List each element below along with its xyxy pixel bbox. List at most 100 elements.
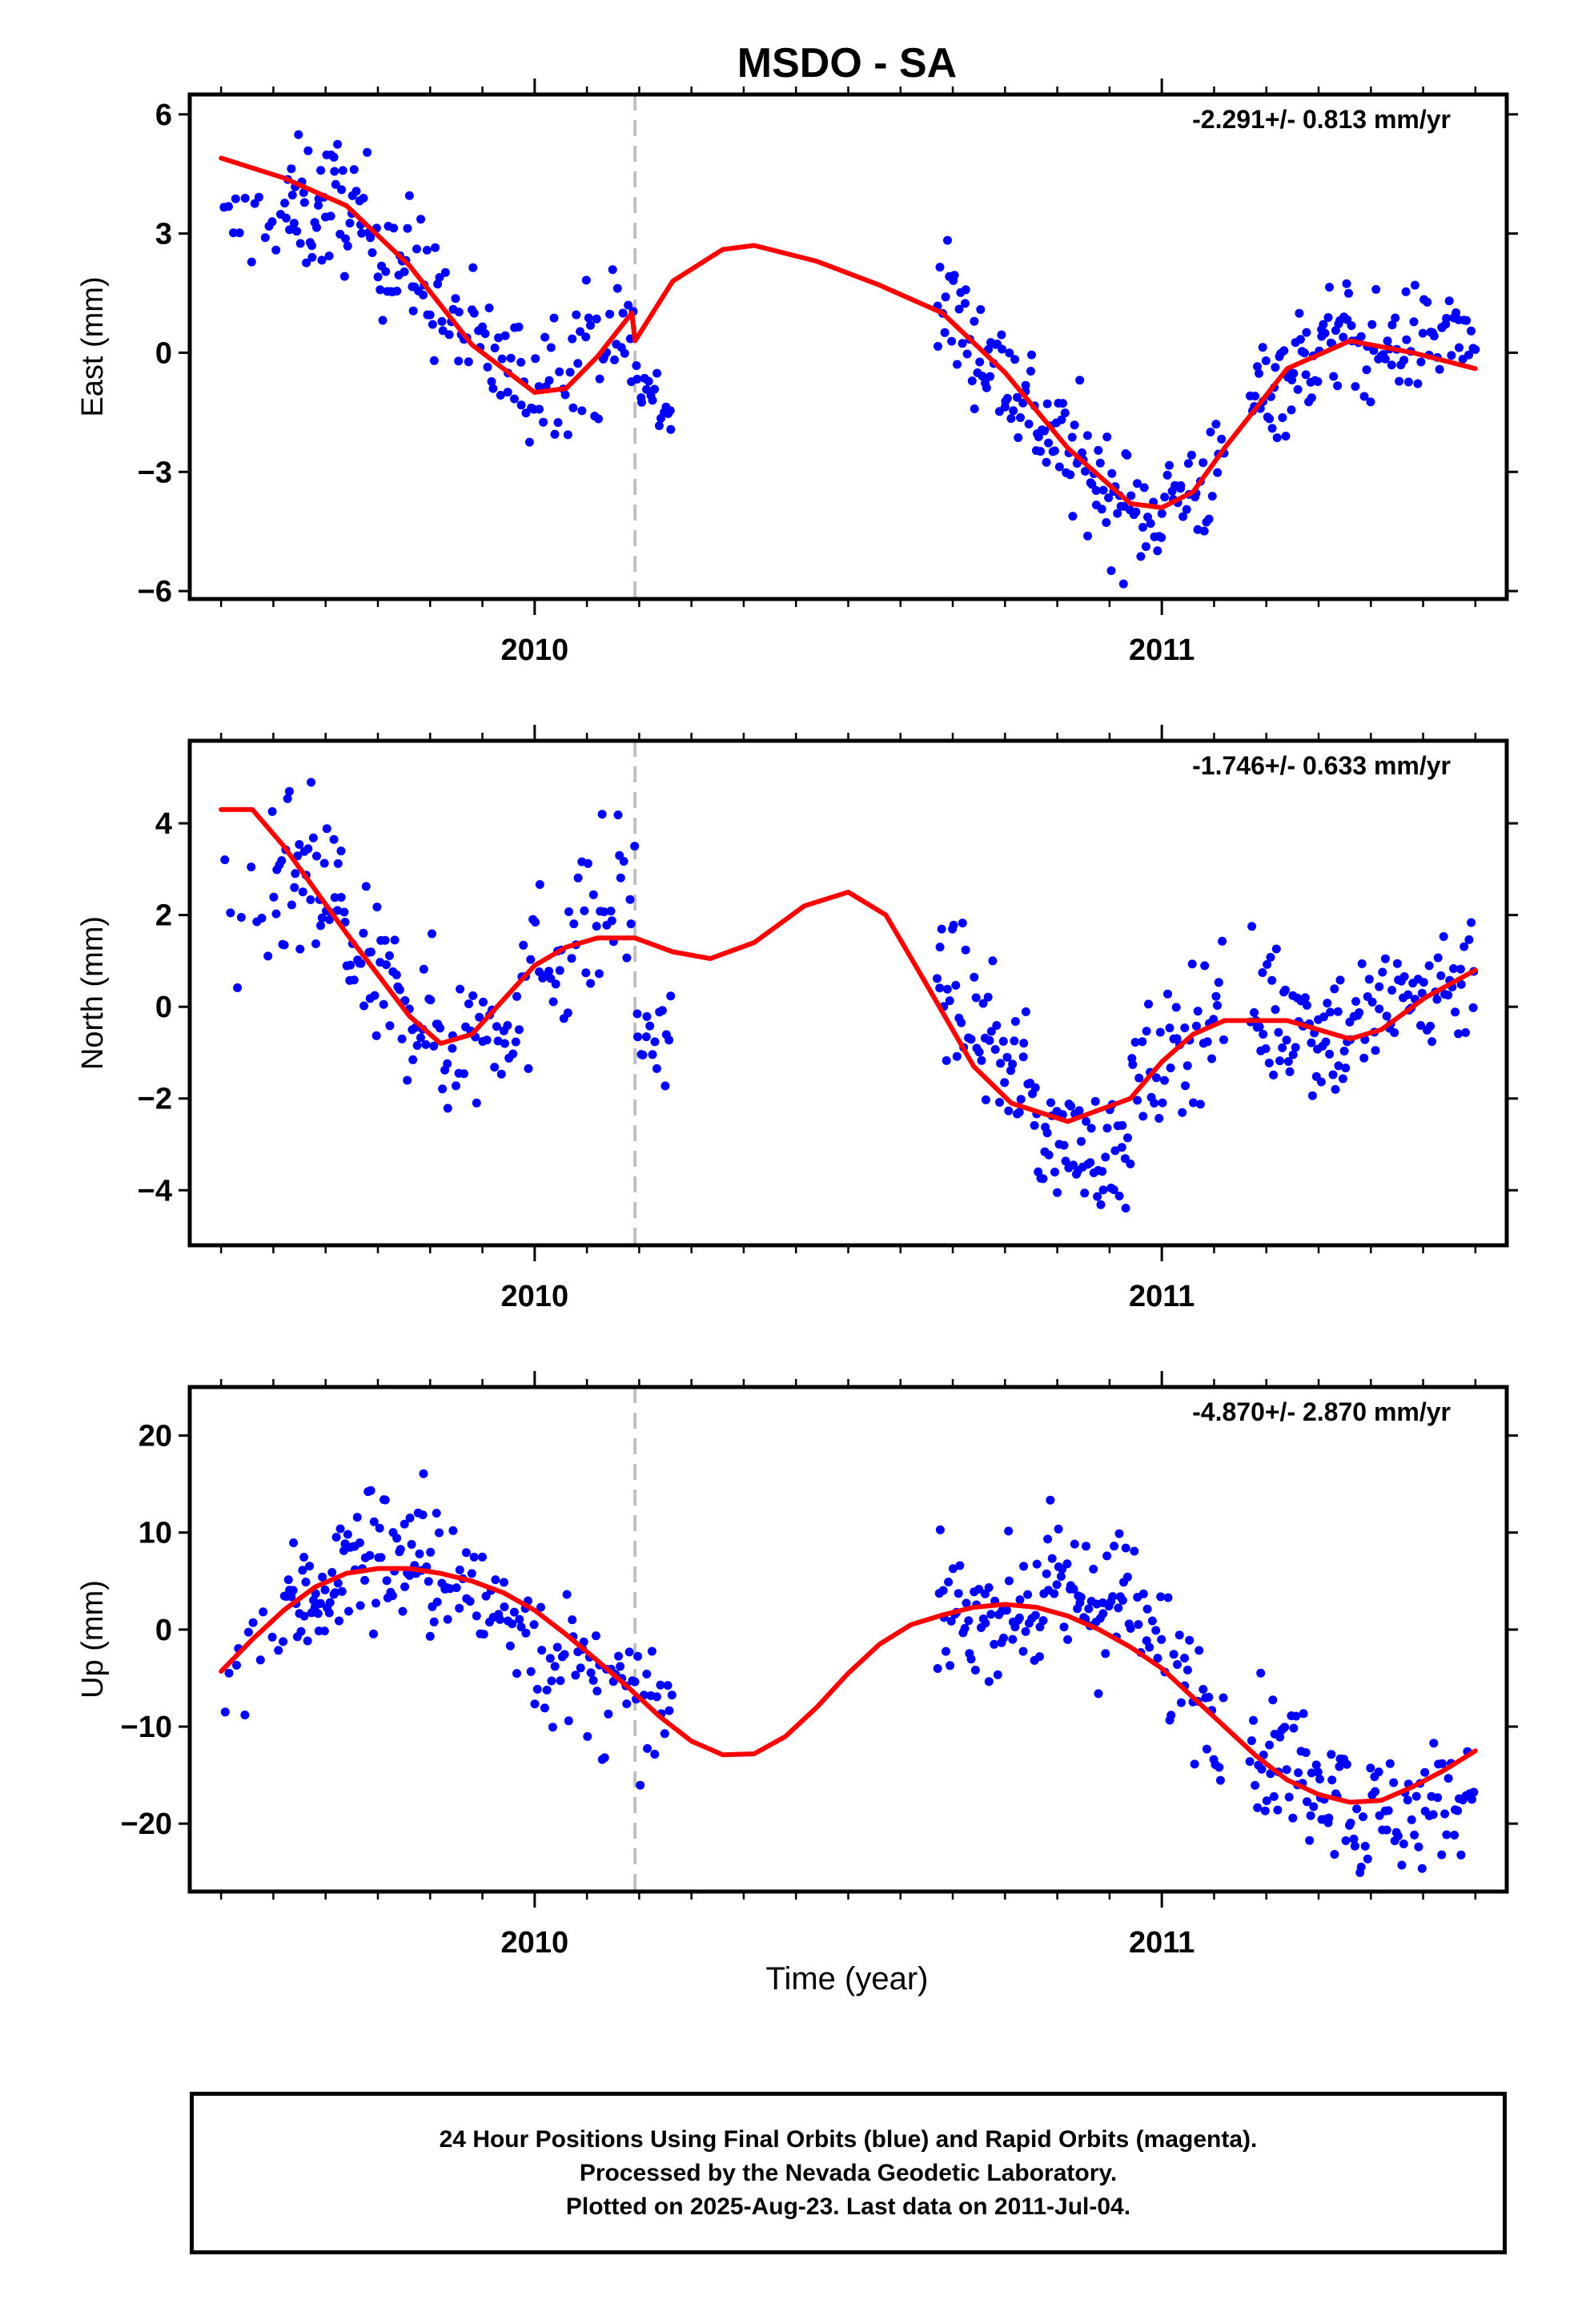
data-point bbox=[1278, 413, 1287, 422]
y-tick-label: 0 bbox=[155, 336, 172, 370]
data-point bbox=[1269, 1070, 1279, 1080]
data-point bbox=[1321, 1037, 1331, 1047]
data-point bbox=[1451, 1007, 1460, 1017]
data-point bbox=[436, 1023, 445, 1033]
data-point bbox=[307, 252, 317, 262]
data-point bbox=[515, 1614, 524, 1624]
data-point bbox=[610, 355, 619, 364]
data-point bbox=[555, 966, 564, 975]
data-point bbox=[1380, 354, 1390, 364]
data-point bbox=[1138, 522, 1147, 532]
data-point bbox=[451, 294, 460, 304]
data-point bbox=[1346, 1818, 1355, 1827]
data-point bbox=[421, 1039, 431, 1049]
data-point bbox=[647, 1647, 656, 1656]
data-point bbox=[1030, 1120, 1039, 1130]
data-point bbox=[400, 1582, 410, 1591]
data-point bbox=[1193, 1007, 1203, 1016]
data-point bbox=[240, 194, 250, 203]
data-point bbox=[1342, 1759, 1351, 1769]
data-point bbox=[1301, 370, 1311, 380]
data-point bbox=[1247, 1736, 1256, 1746]
data-point bbox=[551, 979, 560, 989]
data-point bbox=[665, 1035, 674, 1045]
data-point bbox=[424, 1577, 433, 1586]
data-point bbox=[1433, 1793, 1443, 1803]
data-point bbox=[581, 275, 591, 285]
data-point bbox=[224, 202, 233, 211]
data-point bbox=[1447, 351, 1456, 360]
data-point bbox=[331, 1588, 340, 1598]
data-point bbox=[633, 1651, 643, 1661]
data-point bbox=[600, 907, 609, 917]
data-point bbox=[619, 857, 628, 866]
data-point bbox=[454, 356, 464, 366]
data-point bbox=[1324, 1813, 1334, 1823]
data-point bbox=[1326, 1007, 1335, 1017]
data-point bbox=[1076, 1593, 1086, 1602]
data-point bbox=[1266, 952, 1275, 962]
data-point bbox=[1272, 433, 1282, 443]
data-point bbox=[289, 1538, 299, 1547]
data-point bbox=[255, 1655, 265, 1665]
data-point bbox=[1008, 1059, 1018, 1069]
data-point bbox=[1134, 1073, 1144, 1083]
data-point bbox=[588, 890, 598, 899]
data-point bbox=[330, 167, 339, 176]
data-point bbox=[1300, 993, 1310, 1003]
data-point bbox=[1138, 1112, 1148, 1121]
footer-line-1: 24 Hour Positions Using Final Orbits (bl… bbox=[439, 2125, 1258, 2153]
data-point bbox=[1420, 1767, 1430, 1777]
data-point bbox=[1453, 1806, 1463, 1815]
data-point bbox=[519, 940, 528, 950]
data-point bbox=[560, 390, 570, 400]
data-point bbox=[954, 304, 964, 314]
data-point bbox=[1080, 1188, 1090, 1198]
data-point bbox=[282, 213, 291, 223]
data-point bbox=[945, 996, 954, 1006]
data-point bbox=[1402, 335, 1411, 344]
data-point bbox=[429, 1617, 439, 1626]
data-point bbox=[1215, 1763, 1224, 1772]
data-point bbox=[1215, 1775, 1225, 1785]
data-point bbox=[464, 357, 473, 367]
data-point bbox=[500, 331, 510, 340]
data-point bbox=[1193, 525, 1203, 534]
data-point bbox=[416, 215, 426, 224]
data-point bbox=[654, 421, 664, 431]
data-point bbox=[636, 1780, 645, 1790]
data-point bbox=[962, 349, 972, 359]
figure-title: MSDO - SA bbox=[737, 40, 957, 86]
data-point bbox=[516, 400, 526, 410]
data-point bbox=[622, 953, 632, 963]
data-point bbox=[336, 846, 346, 856]
data-point bbox=[333, 139, 343, 149]
data-point bbox=[568, 334, 577, 344]
data-point bbox=[935, 943, 945, 952]
data-point bbox=[935, 983, 945, 993]
data-point bbox=[510, 394, 519, 404]
footer-line-2: Processed by the Nevada Geodetic Laborat… bbox=[579, 2159, 1118, 2186]
data-point bbox=[1126, 491, 1136, 501]
data-point bbox=[1083, 531, 1093, 541]
data-point bbox=[535, 880, 544, 889]
data-point bbox=[1255, 368, 1263, 378]
data-point bbox=[1409, 317, 1419, 327]
data-point bbox=[1323, 999, 1332, 1008]
data-point bbox=[287, 191, 297, 200]
data-point bbox=[335, 1524, 345, 1534]
data-point bbox=[445, 1584, 455, 1594]
data-point bbox=[1151, 1626, 1161, 1635]
data-point bbox=[1367, 320, 1377, 329]
data-point bbox=[940, 328, 950, 337]
data-point bbox=[440, 267, 450, 277]
data-point bbox=[330, 893, 339, 903]
data-point bbox=[1467, 326, 1476, 336]
data-point bbox=[1333, 381, 1343, 391]
data-point bbox=[1094, 445, 1103, 455]
data-point bbox=[1133, 479, 1142, 489]
data-point bbox=[1004, 1526, 1014, 1536]
data-point bbox=[1416, 1021, 1425, 1030]
data-point bbox=[553, 418, 563, 428]
data-point bbox=[508, 1049, 518, 1059]
